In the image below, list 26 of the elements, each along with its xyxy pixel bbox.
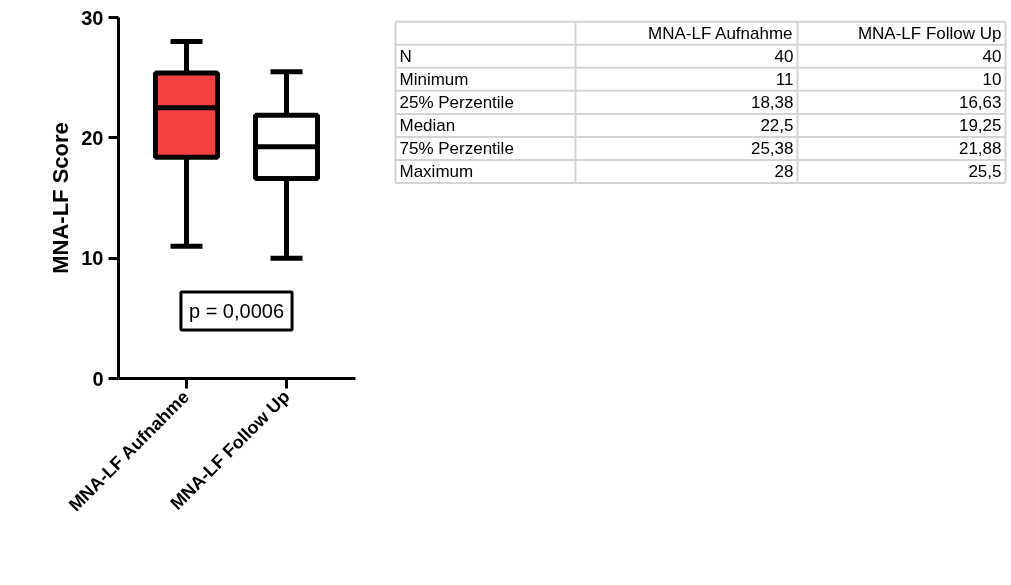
category-label: Minimum <box>399 69 469 89</box>
category-label: MNA-LF Aufnahme <box>648 23 793 43</box>
y-tick-label: 20 <box>81 126 104 149</box>
y-tick-label: 30 <box>81 6 104 29</box>
text: 25,5 <box>968 162 1002 182</box>
text: 11 <box>775 70 794 90</box>
text: 18,38 <box>750 93 794 113</box>
category-label: Median <box>399 115 456 135</box>
text: 21,88 <box>958 139 1002 159</box>
category-label: MNA-LF Follow Up <box>857 23 1002 43</box>
y-axis-title: MNA-LF Score <box>48 122 74 274</box>
category-label: Maximum <box>399 161 474 181</box>
y-tick-label: 10 <box>81 247 104 270</box>
text: 28 <box>774 162 794 182</box>
text: 22,5 <box>760 116 794 136</box>
text: 40 <box>774 47 794 67</box>
text: 19,25 <box>958 116 1002 136</box>
text: 16,63 <box>958 93 1002 113</box>
text: 25,38 <box>750 139 794 159</box>
category-label: 75% Perzentile <box>399 138 514 158</box>
annotation: p = 0,0006 <box>188 299 285 322</box>
text: 10 <box>982 70 1002 90</box>
category-label: 25% Perzentile <box>399 92 514 112</box>
y-tick-label: 0 <box>92 367 104 390</box>
text: 40 <box>982 47 1002 67</box>
category-label: N <box>399 46 412 66</box>
